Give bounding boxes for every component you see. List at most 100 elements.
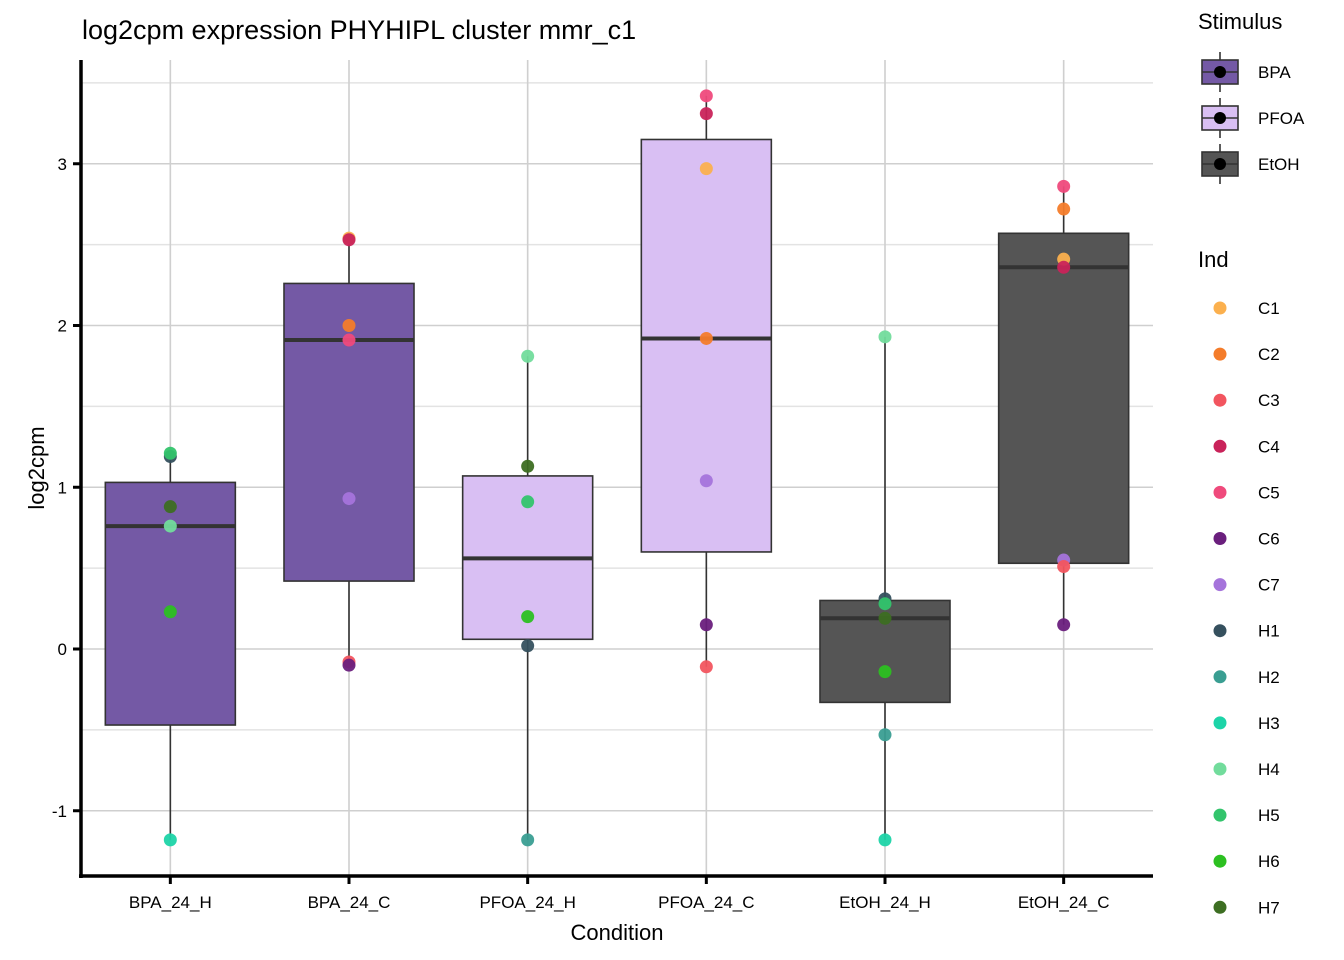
legend-key-H7: H7 — [1213, 898, 1280, 917]
legend-point — [1213, 854, 1227, 868]
y-tick-label: 3 — [58, 155, 67, 174]
legend-label: H5 — [1258, 806, 1280, 825]
point-C6 — [699, 618, 713, 632]
point-H2 — [521, 833, 535, 847]
point-C6 — [342, 658, 356, 672]
legend-key-H2: H2 — [1213, 668, 1280, 687]
legend-point — [1213, 578, 1227, 592]
legend-label: H1 — [1258, 622, 1280, 641]
box-EtOH_24_C — [997, 186, 1130, 625]
box-iqr — [283, 282, 415, 582]
x-tick-label: EtOH_24_H — [839, 893, 931, 912]
legend-point — [1213, 347, 1227, 361]
point-C5 — [1057, 179, 1071, 193]
legend-point — [1213, 716, 1227, 730]
legend-key-C6: C6 — [1213, 530, 1280, 549]
legend-key-C2: C2 — [1213, 345, 1280, 364]
x-tick-label: PFOA_24_H — [479, 893, 575, 912]
point-H5 — [878, 597, 892, 611]
x-tick-label: EtOH_24_C — [1018, 893, 1110, 912]
point-H2 — [878, 728, 892, 742]
legend-point — [1213, 900, 1227, 914]
legend-point — [1214, 158, 1226, 170]
x-axis-title: Condition — [571, 920, 664, 945]
legend: Stimulus BPA PFOA EtOH Ind C1 C2 C3 C4 C5 C6 C7 H1 H2… — [1198, 9, 1305, 917]
x-tick-label: BPA_24_C — [308, 893, 391, 912]
legend-point — [1213, 439, 1227, 453]
legend-label: C7 — [1258, 576, 1280, 595]
box-BPA_24_C — [283, 238, 415, 666]
legend-label: C2 — [1258, 345, 1280, 364]
point-C5 — [699, 89, 713, 103]
legend-key-H3: H3 — [1213, 714, 1280, 733]
legend-key-H4: H4 — [1213, 760, 1280, 779]
axes: -1 0 1 2 3 BPA_24_H BPA_24_C PFOA_24_H PFOA_24_C… — [52, 60, 1153, 912]
point-H7 — [878, 611, 892, 625]
box-EtOH_24_H — [819, 336, 951, 840]
grid — [81, 60, 1153, 876]
boxes — [104, 95, 1130, 840]
point-H4 — [521, 349, 535, 363]
box-iqr — [997, 232, 1130, 565]
point-H6 — [878, 665, 892, 679]
point-C4 — [699, 107, 713, 121]
y-axis-title: log2cpm — [24, 426, 49, 509]
point-C4 — [1057, 260, 1071, 274]
legend-key-C5: C5 — [1213, 483, 1280, 502]
legend-label: C3 — [1258, 391, 1280, 410]
x-tick-label: BPA_24_H — [129, 893, 212, 912]
legend-label: H6 — [1258, 852, 1280, 871]
point-C6 — [1057, 618, 1071, 632]
legend-point — [1213, 624, 1227, 638]
legend-label: H2 — [1258, 668, 1280, 687]
point-C2 — [342, 319, 356, 332]
legend-label: C1 — [1258, 299, 1280, 318]
legend-key-C7: C7 — [1213, 576, 1280, 595]
legend-key-H6: H6 — [1213, 852, 1280, 871]
y-tick-label: -1 — [52, 802, 67, 821]
legend-key-C4: C4 — [1213, 437, 1280, 456]
legend-key-H1: H1 — [1213, 622, 1280, 641]
point-H7 — [163, 500, 177, 514]
chart-title: log2cpm expression PHYHIPL cluster mmr_c… — [82, 15, 636, 45]
legend-title-stimulus: Stimulus — [1198, 9, 1282, 34]
legend-key-EtOH: EtOH — [1201, 144, 1300, 184]
point-C7 — [342, 492, 356, 506]
legend-key-BPA: BPA — [1201, 52, 1291, 92]
point-H6 — [521, 610, 535, 624]
point-H1 — [521, 639, 535, 653]
box-PFOA_24_H — [461, 356, 594, 840]
point-H4 — [163, 519, 177, 533]
legend-point — [1213, 532, 1227, 545]
legend-point — [1213, 301, 1227, 315]
legend-label: C4 — [1258, 437, 1280, 456]
legend-key-H5: H5 — [1213, 806, 1280, 825]
points — [163, 89, 1071, 847]
point-H5 — [521, 495, 535, 509]
box-iqr — [104, 481, 237, 726]
point-C1 — [699, 162, 713, 176]
legend-point — [1214, 66, 1226, 78]
point-C5 — [342, 333, 356, 347]
legend-label: H4 — [1258, 760, 1280, 779]
point-H3 — [163, 833, 177, 847]
y-tick-label: 2 — [58, 317, 67, 336]
box-PFOA_24_C — [640, 95, 773, 667]
legend-point — [1213, 393, 1227, 407]
point-H6 — [163, 605, 177, 619]
legend-key-C3: C3 — [1213, 391, 1280, 410]
legend-title-ind: Ind — [1198, 247, 1229, 272]
y-tick-label: 0 — [58, 640, 67, 659]
point-C2 — [1057, 202, 1071, 216]
legend-point — [1213, 485, 1227, 499]
legend-label: C6 — [1258, 530, 1280, 549]
legend-label: EtOH — [1258, 155, 1300, 174]
point-C4 — [342, 233, 356, 247]
point-H5 — [163, 446, 177, 460]
legend-key-C1: C1 — [1213, 299, 1280, 318]
legend-point — [1213, 670, 1227, 684]
legend-label: PFOA — [1258, 109, 1305, 128]
legend-label: H3 — [1258, 714, 1280, 733]
legend-label: C5 — [1258, 483, 1280, 502]
